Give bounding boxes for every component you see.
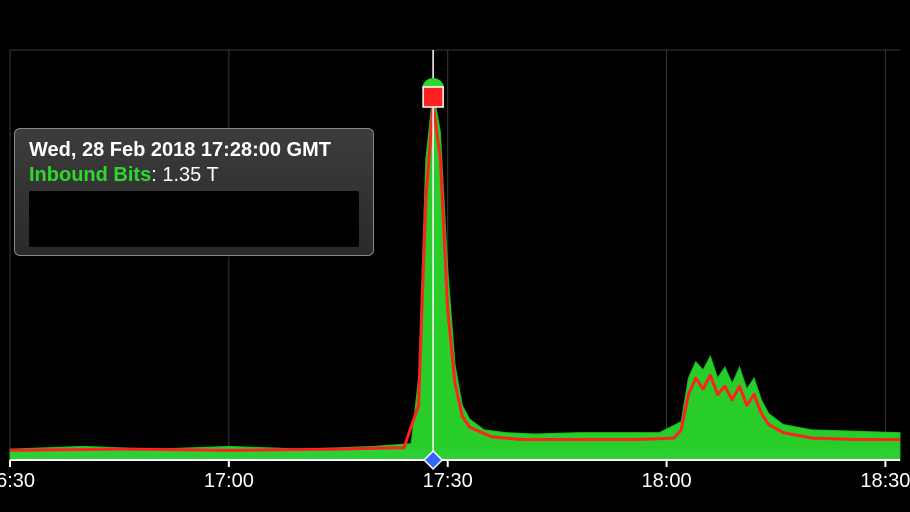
x-axis-tick-label: 16:30 <box>0 470 35 493</box>
traffic-chart: ALL BORDER Bits per Second 16:3017:0017:… <box>0 0 910 512</box>
tooltip-series-name: Inbound Bits <box>29 164 151 186</box>
x-axis-tick-label: 18:00 <box>642 470 692 493</box>
tooltip-row: Inbound Bits: 1.35 T <box>29 164 359 187</box>
tooltip-series-value: 1.35 T <box>162 164 218 186</box>
tooltip-redacted-area <box>29 191 359 247</box>
x-axis-tick-label: 17:30 <box>423 470 473 493</box>
x-axis-tick-label: 17:00 <box>204 470 254 493</box>
tooltip-timestamp: Wed, 28 Feb 2018 17:28:00 GMT <box>29 139 359 162</box>
chart-tooltip: Wed, 28 Feb 2018 17:28:00 GMT Inbound Bi… <box>14 128 374 256</box>
x-axis-tick-label: 18:30 <box>860 470 910 493</box>
